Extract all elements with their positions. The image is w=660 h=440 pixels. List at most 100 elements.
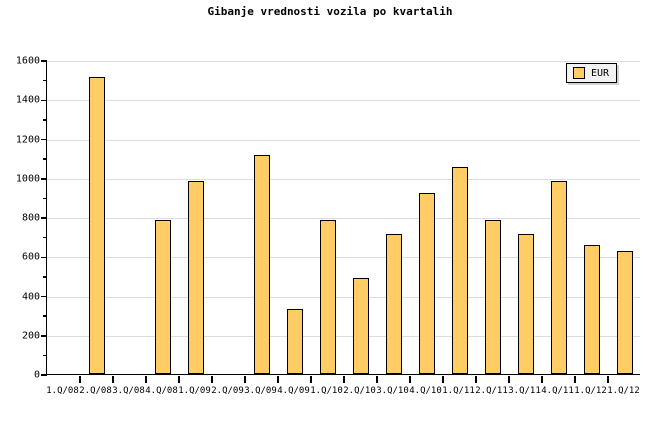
y-axis-tick-minor: [43, 276, 47, 278]
bar[interactable]: [517, 233, 534, 374]
x-axis-tick: [244, 376, 246, 383]
y-axis-tick-label: 0: [33, 369, 40, 381]
bar[interactable]: [550, 180, 567, 374]
bar-slot: [146, 61, 179, 374]
x-axis-tick-label: 3.Q/09: [244, 386, 277, 396]
bar[interactable]: [187, 180, 204, 374]
y-axis-tick-label: 800: [21, 212, 40, 224]
x-axis-tick-label: 4.Q/11: [541, 386, 574, 396]
bar[interactable]: [319, 219, 336, 374]
x-axis-tick: [541, 376, 543, 383]
bar-slot: [179, 61, 212, 374]
bar[interactable]: [583, 245, 600, 374]
gridline: [47, 100, 640, 102]
x-axis-tick-label: 2.Q/08: [79, 386, 112, 396]
x-axis-labels: 1.Q/08 2.Q/08 3.Q/08 4.Q/08 1.Q/09 2.Q/09 3.Q/…: [46, 386, 640, 402]
bar-slot: [443, 61, 476, 374]
legend-swatch-eur: [573, 67, 585, 79]
y-axis-tick-minor: [43, 236, 47, 239]
bar-slot: [476, 61, 509, 374]
y-axis-tick-major: [41, 217, 47, 219]
bar-slot: [410, 61, 443, 374]
bar[interactable]: [154, 219, 171, 374]
bar[interactable]: [484, 219, 501, 374]
y-axis-labels: 0 200 400 600 800 1000 1200 1400 1600: [0, 56, 40, 381]
y-axis-tick-minor: [43, 315, 47, 317]
bar[interactable]: [286, 309, 303, 374]
bar-slot: [113, 61, 146, 374]
bars-layer: [47, 61, 640, 374]
gridline: [47, 218, 640, 219]
bar-slot: [80, 61, 113, 374]
bar-slot: [278, 61, 311, 374]
x-axis-tick-label: 1.Q/11: [442, 386, 475, 396]
x-axis-tick: [310, 376, 312, 383]
bar-slot: [509, 61, 542, 374]
y-axis-tick-minor: [43, 119, 47, 121]
x-axis-tick: [79, 376, 81, 383]
y-axis-tick-minor: [43, 354, 47, 357]
y-axis-tick-major: [41, 138, 47, 141]
x-axis-tick-label: 4.Q/10: [409, 386, 442, 396]
bar-slot: [377, 61, 410, 374]
bar-slot: [608, 61, 641, 374]
y-axis-tick-label: 1200: [15, 134, 40, 145]
x-axis-tick-label: 3.Q/08: [112, 386, 145, 396]
x-axis-tick-label: 4.Q/09: [277, 386, 310, 396]
gridline: [47, 139, 640, 141]
y-axis-tick-major: [41, 295, 47, 298]
bar-slot: [245, 61, 278, 374]
x-axis-tick: [211, 376, 213, 383]
x-axis-tick-label: 2.Q/09: [211, 386, 244, 396]
y-axis-tick-minor: [43, 158, 47, 160]
x-axis-tick: [178, 376, 180, 383]
bar-slot: [542, 61, 575, 374]
y-axis-tick-label: 400: [21, 291, 40, 302]
bar[interactable]: [418, 193, 435, 374]
x-axis-tick-label: 1.Q/12: [607, 386, 640, 396]
bar[interactable]: [451, 166, 468, 374]
legend-label-eur: EUR: [591, 67, 610, 79]
bar[interactable]: [616, 251, 633, 374]
y-axis-tick-major: [41, 60, 47, 62]
bar-slot: [344, 61, 377, 374]
x-axis-tick-label: 1.Q/12: [574, 386, 607, 396]
y-axis-tick-label: 1400: [15, 94, 40, 106]
chart-title: Gibanje vrednosti vozila po kvartalih: [207, 5, 453, 18]
y-axis-tick-label: 1000: [15, 173, 40, 185]
x-axis-tick-label: 2.Q/10: [343, 386, 376, 396]
gridline: [47, 61, 640, 62]
x-axis-tick-label: 1.Q/10: [310, 386, 343, 396]
x-axis-tick-label: 1.Q/08: [46, 386, 79, 396]
x-axis-tick: [607, 376, 609, 383]
plot-area: [41, 60, 640, 376]
y-axis-tick-major: [41, 335, 47, 337]
y-axis-tick-label: 200: [21, 330, 40, 342]
x-axis-tick-label: 3.Q/10: [376, 386, 409, 396]
y-axis-tick-minor: [43, 197, 47, 200]
bar-slot: [311, 61, 344, 374]
bar[interactable]: [352, 277, 369, 374]
x-axis-tick: [409, 376, 411, 383]
x-axis-tick: [442, 376, 444, 383]
bar-slot: [575, 61, 608, 374]
y-axis-tick-major: [41, 374, 47, 376]
bar[interactable]: [88, 76, 105, 374]
bar[interactable]: [253, 155, 270, 374]
x-axis-tick-label: 4.Q/08: [145, 386, 178, 396]
y-axis-tick-major: [41, 99, 47, 101]
gridline: [47, 296, 640, 298]
x-axis-tick-label: 3.Q/11: [508, 386, 541, 396]
y-axis-tick-label: 600: [21, 251, 40, 263]
legend[interactable]: EUR: [566, 63, 618, 83]
bar-slot: [47, 61, 80, 374]
x-axis-tick: [508, 376, 510, 383]
x-axis-ticks: [46, 376, 640, 384]
gridline: [47, 178, 640, 180]
x-axis-tick: [277, 376, 279, 383]
y-axis-tick-major: [41, 256, 47, 258]
x-axis-tick-label: 1.Q/09: [178, 386, 211, 396]
bar[interactable]: [385, 233, 402, 374]
x-axis-tick: [376, 376, 378, 383]
